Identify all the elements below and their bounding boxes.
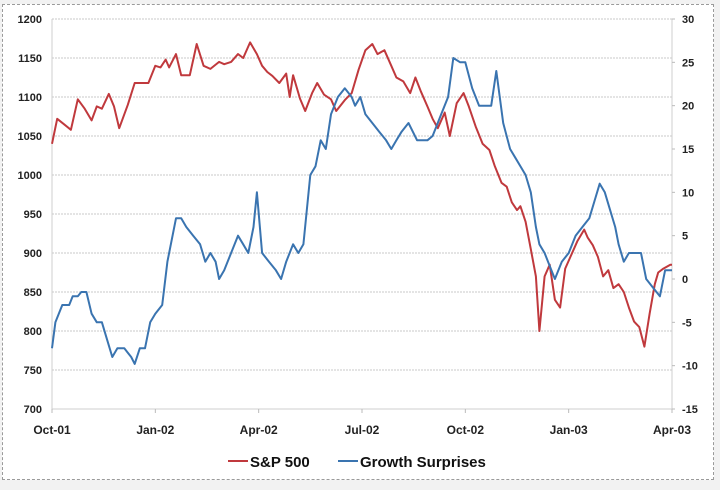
y2-tick-label: 0 [682,274,688,286]
series-line-growth-surprises [51,57,672,365]
x-tick-label: Apr-02 [240,423,278,437]
y2-tick-label: 15 [682,144,694,156]
y-tick-label: 900 [24,248,42,260]
left-axis-ticks: 1200 1150 1100 1050 1000 950 900 850 800 750 700 [18,14,42,416]
series-line-s-p-500 [51,41,672,348]
y-tick-label: 850 [24,287,42,299]
x-tick-label: Oct-02 [447,423,485,437]
y-tick-label: 700 [24,404,42,416]
y2-tick-label: 10 [682,187,694,199]
y2-tick-label: 20 [682,101,694,113]
x-tick-label: Jul-02 [345,423,380,437]
legend-label-growth-surprises: Growth Surprises [360,454,486,471]
series-lines [51,41,672,365]
x-tick-label: Jan-02 [136,423,174,437]
y2-tick-label: -5 [682,317,692,329]
y-tick-label: 1000 [18,170,42,182]
y2-tick-label: 5 [682,231,688,243]
right-axis-ticks: 30 25 20 15 10 5 0 -5 -10 -15 [672,14,698,416]
y2-tick-label: -10 [682,361,698,373]
chart-frame [2,4,714,480]
y-tick-label: 800 [24,326,42,338]
legend-label-sp500: S&P 500 [250,454,310,471]
y-tick-label: 1050 [18,131,42,143]
y2-tick-label: 25 [682,57,694,69]
legend: S&P 500 Growth Surprises [228,454,486,471]
x-axis-ticks: Oct-01 Jan-02 Apr-02 Jul-02 Oct-02 Jan-03 Apr-… [33,409,691,437]
y2-tick-label: -15 [682,404,698,416]
x-tick-label: Oct-01 [33,423,71,437]
y-tick-label: 750 [24,365,42,377]
x-tick-label: Apr-03 [653,423,691,437]
gridlines [52,18,672,410]
y-tick-label: 1100 [18,92,42,104]
y-tick-label: 950 [24,209,42,221]
y-tick-label: 1150 [18,53,42,65]
y2-tick-label: 30 [682,14,694,26]
x-tick-label: Jan-03 [550,423,588,437]
y-tick-label: 1200 [18,14,42,26]
